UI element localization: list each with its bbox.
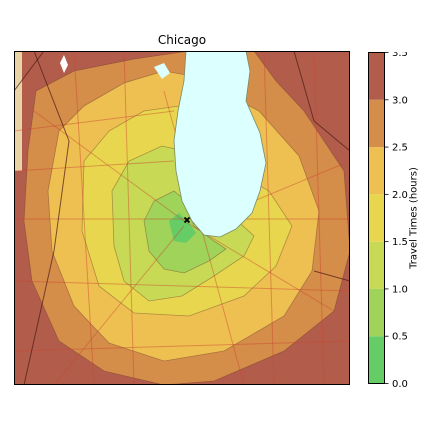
- road-network: [14, 51, 350, 385]
- colorbar-tick-label-3: 1.5: [392, 237, 408, 248]
- north-shore-water-2: [60, 55, 68, 73]
- colorbar-tick-label-6: 3.0: [392, 95, 408, 106]
- north-shore-water: [154, 63, 170, 79]
- colorbar-label: Travel Times (hours): [408, 167, 420, 269]
- colorbar-band-0: [368, 336, 385, 384]
- colorbar-tick-label-5: 2.5: [392, 143, 408, 154]
- colorbar: 0.0 0.5 1.0 1.5 2.0 2.5 3.0 3.5: [368, 52, 408, 388]
- lake-michigan: [173, 51, 267, 238]
- x-marker: [183, 216, 191, 224]
- colorbar-band-6: [368, 52, 385, 100]
- colorbar-tick-label-1: 0.5: [392, 332, 408, 343]
- colorbar-tick-label-7: 3.5: [392, 52, 408, 59]
- map-frame: [14, 51, 350, 385]
- colorbar-band-2: [368, 241, 385, 289]
- colorbar-band-1: [368, 288, 385, 337]
- colorbar-band-3: [368, 194, 385, 242]
- colorbar-frame: [368, 52, 385, 384]
- band-0-0-0-5: [169, 213, 196, 243]
- colorbar-band-4: [368, 147, 385, 195]
- borders: [14, 51, 350, 385]
- colorbar-band-5: [368, 99, 385, 148]
- colorbar-tick-label-0: 0.0: [392, 379, 408, 388]
- colorbar-tick-label-2: 1.0: [392, 284, 408, 295]
- map-title: Chicago: [157, 33, 207, 47]
- colorbar-tick-label-4: 2.0: [392, 190, 408, 201]
- land-strip: [14, 51, 22, 171]
- travel-time-map: [14, 51, 350, 385]
